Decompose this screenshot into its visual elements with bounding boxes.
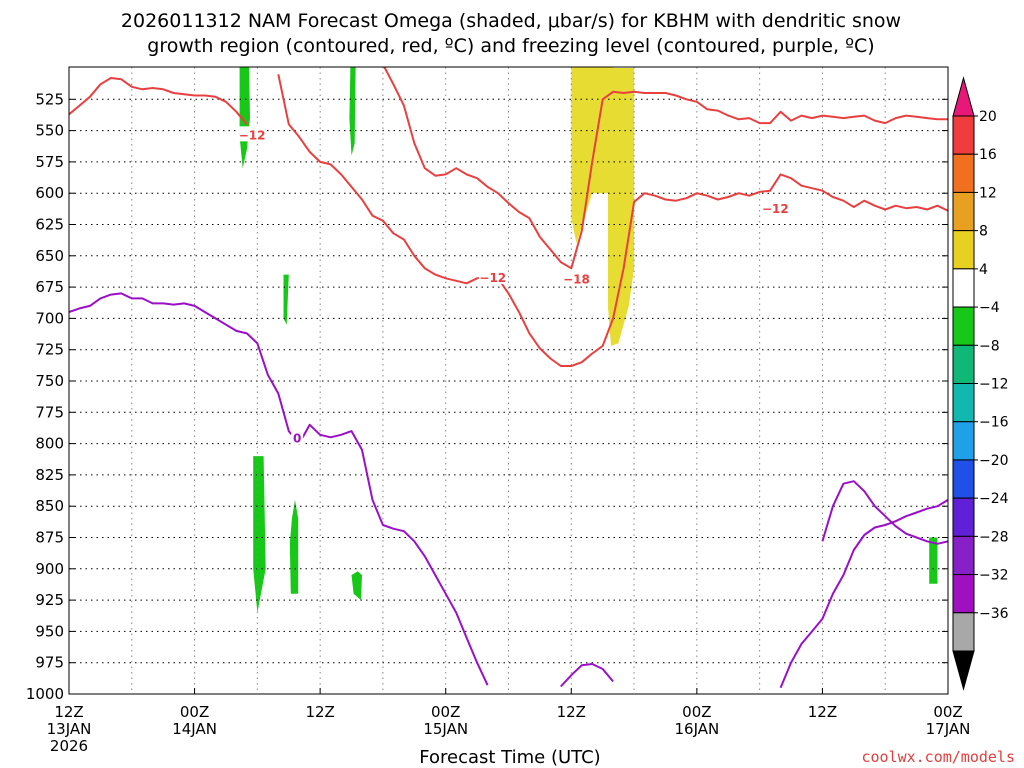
colorbar-segment-7 [952, 383, 975, 423]
y-tick-label-750: 750 [35, 372, 64, 390]
colorbar-segment-8 [952, 421, 975, 461]
dendritic-lower [497, 173, 948, 367]
chart-title-line1: 2026011312 NAM Forecast Omega (shaded, μ… [121, 10, 901, 32]
dendritic-main-upper [277, 74, 488, 285]
y-axis: 525 550 575 600 625 650 675 700 725 750 775 800 825 8… [26, 90, 948, 703]
contour-label-bg-2 [562, 270, 591, 286]
colorbar-segment-12 [952, 574, 975, 614]
x-tick-label-7-0: 00Z [933, 703, 962, 721]
y-tick-label-575: 575 [35, 153, 64, 171]
y-tick-label-975: 975 [35, 654, 64, 672]
y-tick-label-900: 900 [35, 560, 64, 578]
y-tick-label-800: 800 [35, 435, 64, 453]
y-tick-label-650: 650 [35, 247, 64, 265]
colorbar-segment-9 [952, 459, 975, 499]
omega-green-5 [289, 499, 299, 594]
contour-label-3: −12 [762, 202, 789, 216]
freezing-right-upper [821, 480, 948, 545]
dendritic-upper-left [69, 77, 248, 125]
y-tick-label-950: 950 [35, 622, 64, 640]
y-tick-label-525: 525 [35, 90, 64, 108]
x-tick-label-0-1: 13JAN [47, 720, 92, 738]
colorbar-label-3: 8 [979, 224, 988, 240]
y-tick-label-825: 825 [35, 466, 64, 484]
y-tick-label-600: 600 [35, 184, 64, 202]
contour-label-4: 0 [293, 431, 301, 445]
x-tick-label-0-2: 2026 [50, 737, 88, 755]
colorbar-label-8: −16 [979, 415, 1009, 431]
y-tick-label-850: 850 [35, 497, 64, 515]
plot-inner: −12 −12 −18 −12 0 [69, 67, 948, 694]
x-tick-label-6-0: 12Z [808, 703, 837, 721]
colorbar-label-11: −28 [979, 529, 1009, 545]
x-tick-label-1-0: 00Z [180, 703, 209, 721]
x-axis-title: Forecast Time (UTC) [419, 747, 600, 768]
site-credit: coolwx.com/models [861, 748, 1015, 766]
y-tick-label-700: 700 [35, 309, 64, 327]
y-tick-label-925: 925 [35, 591, 64, 609]
colorbar-segment-5 [952, 306, 975, 346]
omega-green-7 [929, 537, 938, 584]
colorbar-label-2: 12 [979, 185, 997, 201]
colorbar-segment-3 [952, 230, 975, 270]
y-tick-label-775: 775 [35, 403, 64, 421]
colorbar-label-4: 4 [979, 262, 988, 278]
colorbar-label-9: −20 [979, 453, 1009, 469]
x-tick-label-1-1: 14JAN [172, 720, 217, 738]
colorbar-segment-6 [952, 344, 975, 384]
omega-green-1 [239, 67, 250, 169]
colorbar-label-5: −4 [979, 300, 1000, 316]
freezing-lower-bump [560, 663, 614, 688]
y-tick-label-675: 675 [35, 278, 64, 296]
plot-area: −12 −12 −18 −12 0 [68, 66, 949, 695]
x-tick-label-7-1: 17JAN [926, 720, 971, 738]
x-tick-label-5-0: 00Z [682, 703, 711, 721]
colorbar-segment-1 [952, 153, 975, 193]
dendritic-main-right [383, 67, 948, 270]
contour-label-bg-0 [238, 126, 267, 142]
y-tick-label-725: 725 [35, 341, 64, 359]
chart-title-line2: growth region (contoured, red, ºC) and f… [147, 35, 874, 57]
freezing-main [69, 292, 489, 686]
omega-green-2 [349, 67, 356, 156]
y-tick-label-550: 550 [35, 122, 64, 140]
colorbar-label-6: −8 [979, 338, 1000, 354]
x-tick-label-5-1: 16JAN [674, 720, 719, 738]
x-tick-label-2-0: 12Z [305, 703, 334, 721]
x-tick-label-0-0: 12Z [54, 703, 83, 721]
colorbar-segment-11 [952, 535, 975, 576]
freezing-right [779, 499, 948, 689]
colorbar-label-1: 16 [979, 147, 997, 163]
contour-label-0: −12 [239, 128, 266, 142]
y-tick-label-1000: 1000 [26, 685, 64, 703]
colorbar: 20 16 12 8 4 −4 −8 −12 −16 −20 −24 −28 −32 −36 [952, 76, 1009, 691]
x-tick-label-3-1: 15JAN [423, 720, 468, 738]
contour-label-1: −12 [479, 271, 506, 285]
colorbar-label-12: −32 [979, 568, 1009, 584]
colorbar-segment-4 [952, 268, 975, 308]
colorbar-label-7: −12 [979, 377, 1009, 393]
colorbar-label-10: −24 [979, 491, 1009, 507]
x-tick-label-3-0: 00Z [431, 703, 460, 721]
colorbar-segment-13 [952, 612, 975, 652]
y-tick-label-875: 875 [35, 529, 64, 547]
omega-green-4 [253, 456, 266, 613]
contour-label-bg-3 [761, 200, 790, 216]
x-tick-label-4-0: 12Z [557, 703, 586, 721]
contour-label-bg-4 [291, 429, 304, 445]
contour-label-bg-1 [478, 269, 507, 285]
omega-rise-yellow [571, 67, 635, 346]
contour-label-2: −18 [563, 272, 590, 286]
y-tick-label-625: 625 [35, 216, 64, 234]
omega-green-6 [351, 571, 362, 601]
colorbar-bottom-arrow [952, 650, 975, 691]
colorbar-segment-10 [952, 497, 975, 537]
colorbar-segment-2 [952, 191, 975, 232]
colorbar-segment-0 [952, 115, 975, 155]
colorbar-label-0: 20 [979, 109, 997, 125]
colorbar-label-13: −36 [979, 606, 1009, 622]
